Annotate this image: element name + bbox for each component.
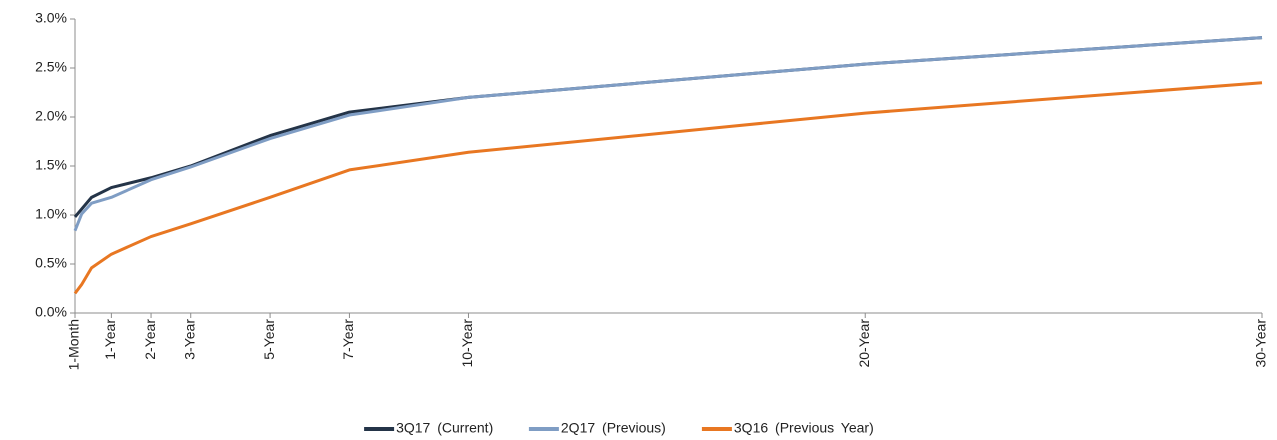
y-tick-label: 0.5% (35, 255, 67, 271)
y-tick-label: 2.5% (35, 59, 67, 75)
x-tick-label: 5-Year (261, 319, 277, 360)
x-tick-label: 20-Year (856, 319, 872, 368)
x-tick-label: 1-Month (66, 319, 82, 370)
y-tick-label: 1.0% (35, 206, 67, 222)
x-tick-label: 1-Year (102, 319, 118, 360)
legend-label: 2Q17 (Previous) (561, 420, 666, 436)
y-tick-label: 3.0% (35, 10, 67, 26)
legend-label: 3Q16 (Previous Year) (734, 420, 874, 436)
x-tick-label: 30-Year (1253, 319, 1269, 368)
x-tick-label: 10-Year (459, 319, 475, 368)
series-line (73, 36, 1263, 232)
y-tick-label: 0.0% (35, 304, 67, 320)
x-tick-label: 7-Year (340, 319, 356, 360)
x-tick-label: 2-Year (142, 319, 158, 360)
y-tick-label: 2.0% (35, 108, 67, 124)
series-line (73, 36, 1263, 218)
x-tick-label: 3-Year (181, 319, 197, 360)
legend-label: 3Q17 (Current) (396, 420, 493, 436)
y-tick-label: 1.5% (35, 157, 67, 173)
legend: 3Q17 (Current) 2Q17 (Previous) 3Q16 (Previ… (364, 420, 874, 436)
series-line (73, 81, 1263, 295)
